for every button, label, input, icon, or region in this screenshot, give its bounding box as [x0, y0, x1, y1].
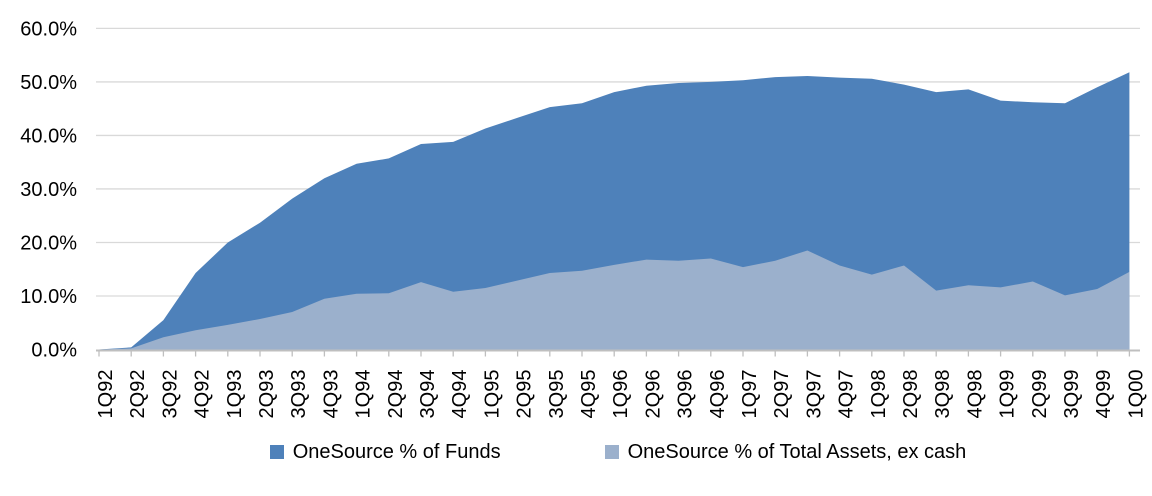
x-tick-label: 2Q97: [771, 370, 793, 419]
legend-label-funds: OneSource % of Funds: [292, 441, 501, 463]
y-tick-label: 30.0%: [20, 179, 77, 201]
x-tick-label: 4Q98: [964, 370, 986, 419]
x-tick-label: 1Q97: [739, 370, 761, 419]
x-tick-label: 2Q98: [900, 370, 922, 419]
x-tick-label: 3Q92: [159, 370, 181, 419]
x-tick-label: 3Q93: [288, 370, 310, 419]
x-tick-label: 3Q96: [675, 370, 697, 419]
assets-area: [99, 250, 1130, 350]
x-tick-label: 4Q95: [578, 370, 600, 419]
y-tick-label: 60.0%: [20, 18, 77, 40]
x-tick-label: 4Q96: [707, 370, 729, 419]
legend: OneSource % of Funds OneSource % of Tota…: [96, 441, 1140, 463]
legend-item-funds: OneSource % of Funds: [269, 441, 501, 463]
x-tick-label: 3Q99: [1061, 370, 1083, 419]
x-tick-label: 4Q99: [1093, 370, 1115, 419]
x-tick-label: 4Q97: [836, 370, 858, 419]
y-tick-label: 0.0%: [31, 340, 77, 362]
x-tick-label: 1Q00: [1125, 370, 1147, 419]
x-tick-label: 3Q98: [932, 370, 954, 419]
x-tick-label: 4Q93: [320, 370, 342, 419]
legend-label-assets: OneSource % of Total Assets, ex cash: [627, 441, 967, 463]
y-tick-label: 20.0%: [20, 232, 77, 254]
y-tick-label: 10.0%: [20, 286, 77, 308]
x-tick-label: 2Q96: [642, 370, 664, 419]
x-tick-label: 1Q94: [353, 370, 375, 419]
x-tick-label: 2Q95: [514, 370, 536, 419]
x-tick-label: 4Q92: [192, 370, 214, 419]
x-tick-label: 1Q96: [610, 370, 632, 419]
x-tick-label: 3Q97: [803, 370, 825, 419]
x-tick-label: 2Q99: [1029, 370, 1051, 419]
y-tick-label: 50.0%: [20, 72, 77, 94]
plot-area: 1Q92 2Q92 3Q92 4Q92 1Q93 2Q93 3Q93 4Q93 1Q94 2Q94…: [20, 18, 1147, 419]
x-tick-label: 1Q92: [95, 370, 117, 419]
x-tick-label: 2Q94: [385, 370, 407, 419]
x-tick-label: 1Q95: [481, 370, 503, 419]
x-tick-label: 3Q95: [546, 370, 568, 419]
y-tick-label: 40.0%: [20, 125, 77, 147]
x-tick-label: 4Q94: [449, 370, 471, 419]
x-tick-label: 3Q94: [417, 370, 439, 419]
legend-item-assets: OneSource % of Total Assets, ex cash: [604, 441, 967, 463]
assets-series-swatch-icon: [604, 445, 619, 459]
x-tick-label: 1Q99: [997, 370, 1019, 419]
x-tick-label: 1Q93: [224, 370, 246, 419]
x-tick-label: 2Q92: [127, 370, 149, 419]
funds-series-swatch-icon: [269, 445, 284, 459]
x-tick-label: 1Q98: [868, 370, 890, 419]
x-tick-label: 2Q93: [256, 370, 278, 419]
